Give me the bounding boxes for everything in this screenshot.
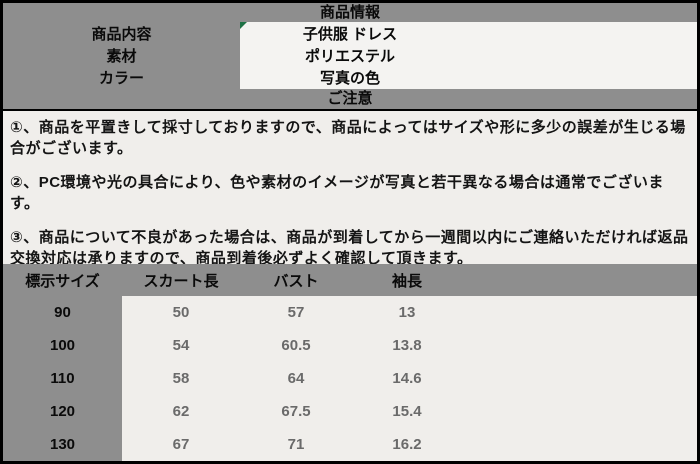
skirt-length-cell: 50 xyxy=(122,296,240,329)
skirt-length-cell: 62 xyxy=(122,395,240,428)
size-cell: 120 xyxy=(3,395,122,428)
size-cell: 90 xyxy=(3,296,122,329)
table-row: 90 50 57 13 xyxy=(3,296,697,329)
notice-section: ①、商品を平置きして採寸しておりますので、商品によってはサイズや形に多少の誤差が… xyxy=(3,111,697,267)
notice-item-2: ②、PC環境や光の具合により、色や素材のイメージが写真と若干異なる場合は通常でご… xyxy=(10,174,664,212)
col-header-sleeve-length: 袖長 xyxy=(352,264,462,296)
product-info-labels: 商品内容 素材 カラー xyxy=(3,22,240,89)
size-cell: 110 xyxy=(3,362,122,395)
table-row: 110 58 64 14.6 xyxy=(3,362,697,395)
table-row: 130 67 71 16.2 xyxy=(3,428,697,461)
bust-cell: 64 xyxy=(240,362,352,395)
size-table: 標示サイズ スカート長 バスト 袖長 90 50 57 13 100 54 60… xyxy=(3,264,697,461)
bust-cell: 67.5 xyxy=(240,395,352,428)
sleeve-length-cell: 14.6 xyxy=(352,362,462,395)
skirt-length-cell: 54 xyxy=(122,329,240,362)
size-table-header-row: 標示サイズ スカート長 バスト 袖長 xyxy=(3,264,697,296)
spacer-cell xyxy=(462,296,697,329)
notice-item-3: ③、商品について不良があった場合は、商品が到着してから一週間以内にご連絡いただけ… xyxy=(10,229,689,267)
notice-item-1: ①、商品を平置きして採寸しておりますので、商品によってはサイズや形に多少の誤差が… xyxy=(10,119,686,157)
divider-line xyxy=(3,109,697,111)
table-row: 120 62 67.5 15.4 xyxy=(3,395,697,428)
cell-corner-marker-icon xyxy=(240,22,247,29)
notice-title: ご注意 xyxy=(327,90,373,107)
skirt-length-cell: 67 xyxy=(122,428,240,461)
bust-cell: 57 xyxy=(240,296,352,329)
col-header-size: 標示サイズ xyxy=(3,264,122,296)
sleeve-length-cell: 13.8 xyxy=(352,329,462,362)
size-cell: 130 xyxy=(3,428,122,461)
label-product-content: 商品内容 xyxy=(91,25,152,43)
bust-cell: 71 xyxy=(240,428,352,461)
page-title: 商品情報 xyxy=(319,4,380,21)
skirt-length-cell: 58 xyxy=(122,362,240,395)
sleeve-length-cell: 16.2 xyxy=(352,428,462,461)
sleeve-length-cell: 13 xyxy=(352,296,462,329)
size-cell: 100 xyxy=(3,329,122,362)
product-info-values: 子供服 ドレス ポリエステル 写真の色 xyxy=(3,22,697,89)
product-info-box xyxy=(240,22,697,89)
spacer-cell xyxy=(462,428,697,461)
col-header-spacer xyxy=(462,264,697,296)
value-material: ポリエステル xyxy=(304,47,395,65)
col-header-skirt-length: スカート長 xyxy=(122,264,240,296)
label-color: カラー xyxy=(98,70,144,88)
value-color: 写真の色 xyxy=(319,70,380,88)
label-material: 素材 xyxy=(106,47,137,65)
col-header-bust: バスト xyxy=(240,264,352,296)
bust-cell: 60.5 xyxy=(240,329,352,362)
spacer-cell xyxy=(462,395,697,428)
table-row: 100 54 60.5 13.8 xyxy=(3,329,697,362)
value-product-content: 子供服 ドレス xyxy=(302,25,398,43)
sleeve-length-cell: 15.4 xyxy=(352,395,462,428)
spacer-cell xyxy=(462,329,697,362)
spacer-cell xyxy=(462,362,697,395)
